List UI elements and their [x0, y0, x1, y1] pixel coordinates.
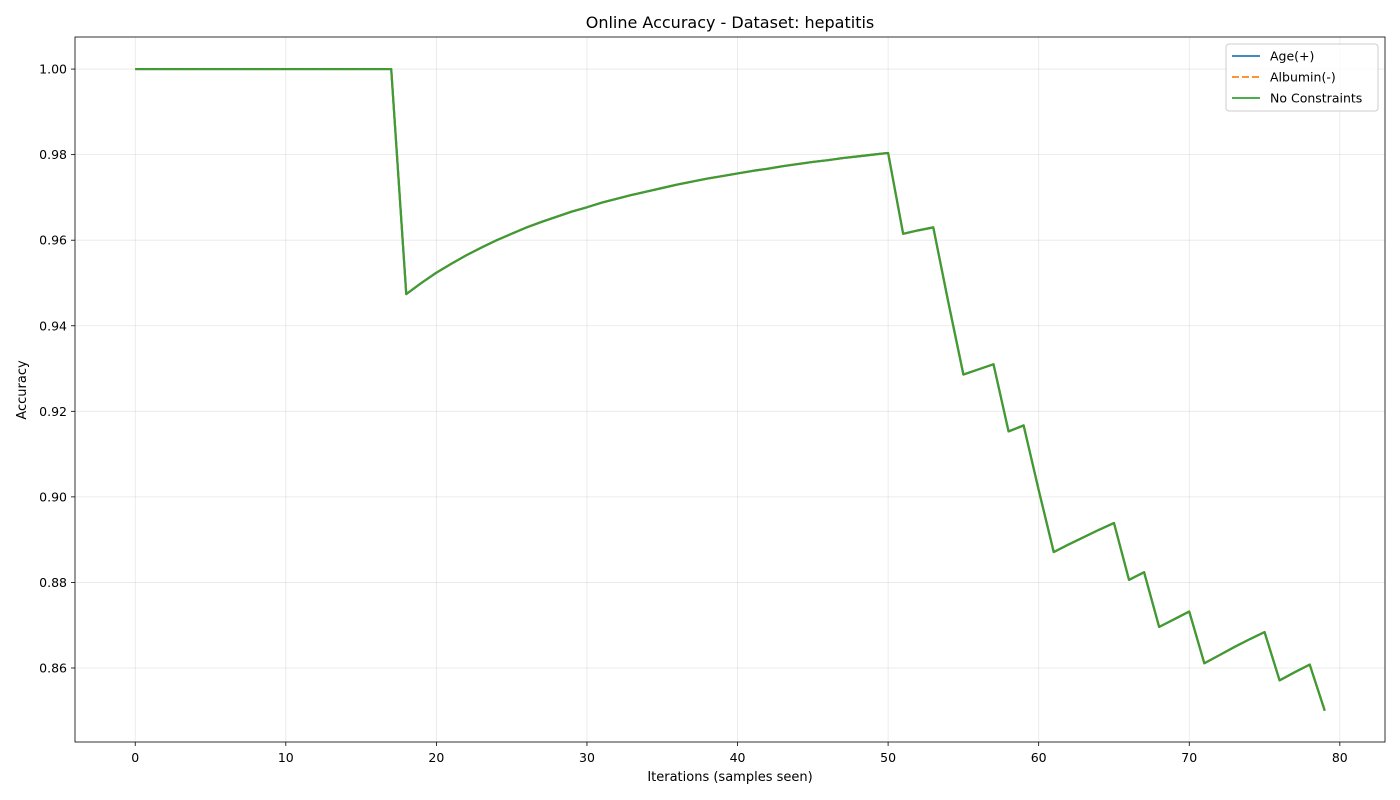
x-tick-label: 30 — [579, 750, 595, 765]
legend-box — [1225, 43, 1379, 112]
y-tick-label: 0.98 — [39, 147, 67, 162]
legend-label-no-constraints: No Constraints — [1270, 91, 1362, 106]
chart-title: Online Accuracy - Dataset: hepatitis — [586, 13, 875, 32]
x-tick-label: 50 — [880, 750, 896, 765]
y-tick-label: 0.88 — [39, 575, 67, 590]
x-tick-label: 80 — [1332, 750, 1348, 765]
x-tick-label: 20 — [428, 750, 444, 765]
y-tick-label: 0.86 — [39, 660, 67, 675]
series-layer — [135, 67, 1326, 712]
x-tick-label: 0 — [131, 750, 139, 765]
legend: Age(+) Albumin(-) No Constraints — [1225, 43, 1379, 112]
y-tick-label: 0.96 — [39, 233, 67, 248]
plot-frame — [74, 36, 1386, 743]
y-axis-label: Accuracy — [15, 360, 30, 420]
x-tick-label: 70 — [1181, 750, 1197, 765]
y-tick-label: 0.94 — [39, 318, 67, 333]
x-tick-label: 40 — [730, 750, 746, 765]
y-tick-label: 0.90 — [39, 489, 67, 504]
y-tick-label: 1.00 — [39, 62, 67, 77]
tick-layer: 0 10 20 30 40 50 60 70 80 0.86 0.88 0.90 0.92 0.94 0.9… — [39, 62, 1348, 765]
legend-label-age: Age(+) — [1270, 49, 1314, 64]
series-line-no-constraints — [135, 67, 1326, 712]
y-tick-label: 0.92 — [39, 404, 67, 419]
x-axis-label: Iterations (samples seen) — [647, 770, 812, 785]
x-tick-label: 60 — [1031, 750, 1047, 765]
x-tick-label: 10 — [278, 750, 294, 765]
legend-label-albumin: Albumin(-) — [1270, 70, 1336, 85]
